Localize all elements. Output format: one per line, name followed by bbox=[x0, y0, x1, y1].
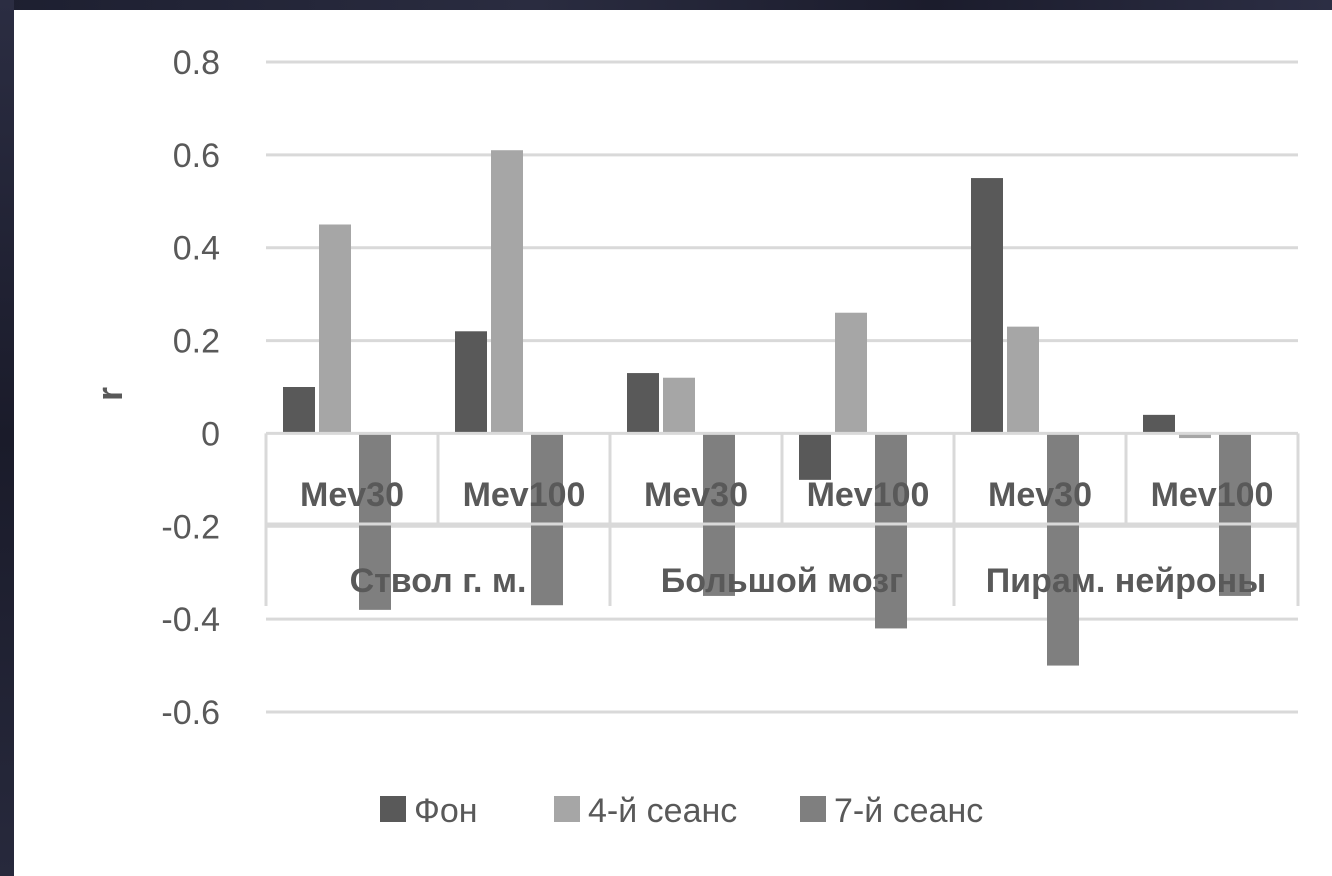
bar-session-7 bbox=[531, 433, 563, 606]
category-label: Mev30 bbox=[644, 476, 748, 514]
bar-session-4 bbox=[663, 377, 695, 434]
category-label: Mev100 bbox=[807, 476, 930, 514]
y-tick-label: 0.6 bbox=[173, 137, 220, 175]
group-label: Большой мозг bbox=[661, 562, 903, 600]
y-tick-label: -0.2 bbox=[161, 508, 220, 546]
category-axis-table: Ствол г. м. Большой мозг Пирам. нейроны Mev… bbox=[264, 431, 1300, 606]
legend-label: Фон bbox=[414, 792, 478, 830]
bar-fon bbox=[455, 331, 487, 434]
bar-session-7 bbox=[1047, 433, 1079, 666]
legend-label: 7-й сеанс bbox=[834, 792, 983, 830]
bar-session-7 bbox=[875, 433, 907, 629]
group-label: Пирам. нейроны bbox=[986, 562, 1267, 600]
bars bbox=[283, 150, 1251, 666]
bar-session-4 bbox=[1007, 326, 1039, 434]
bar-fon bbox=[799, 433, 831, 480]
bar-fon bbox=[627, 373, 659, 434]
bar-session-7 bbox=[359, 433, 391, 610]
legend-swatch bbox=[800, 796, 826, 822]
grid-lines bbox=[266, 60, 1298, 714]
bar-fon bbox=[283, 387, 315, 434]
legend-swatch bbox=[554, 796, 580, 822]
y-axis-title: r bbox=[89, 387, 130, 401]
y-tick-label: 0.4 bbox=[173, 230, 220, 268]
group-label: Ствол г. м. bbox=[350, 562, 527, 600]
chart-panel: Ствол г. м. Большой мозг Пирам. нейроны Mev… bbox=[14, 10, 1332, 876]
legend-swatch bbox=[380, 796, 406, 822]
bar-session-4 bbox=[1179, 433, 1211, 439]
category-label: Mev30 bbox=[300, 476, 404, 514]
y-tick-label: 0.2 bbox=[173, 323, 220, 361]
y-tick-label: -0.4 bbox=[161, 601, 220, 639]
bar-session-4 bbox=[491, 150, 523, 434]
bar-chart: Ствол г. м. Большой мозг Пирам. нейроны Mev… bbox=[89, 44, 1300, 830]
category-label: Mev100 bbox=[463, 476, 586, 514]
legend: Фон 4-й сеанс 7-й сеанс bbox=[380, 792, 983, 830]
y-tick-label: -0.6 bbox=[161, 694, 220, 732]
bar-session-7 bbox=[1219, 433, 1251, 596]
y-tick-label: 0.8 bbox=[173, 44, 220, 82]
y-tick-label: 0 bbox=[201, 415, 220, 453]
legend-label: 4-й сеанс bbox=[588, 792, 737, 830]
bar-session-4 bbox=[319, 224, 351, 434]
bar-session-4 bbox=[835, 312, 867, 434]
bar-session-7 bbox=[703, 433, 735, 596]
bar-fon bbox=[971, 178, 1003, 434]
background-strip-left bbox=[0, 0, 14, 876]
category-label: Mev30 bbox=[988, 476, 1092, 514]
category-label: Mev100 bbox=[1151, 476, 1274, 514]
bar-fon bbox=[1143, 414, 1175, 434]
y-axis-ticks: 0.8 0.6 0.4 0.2 0 -0.2 -0.4 -0.6 bbox=[161, 44, 220, 732]
